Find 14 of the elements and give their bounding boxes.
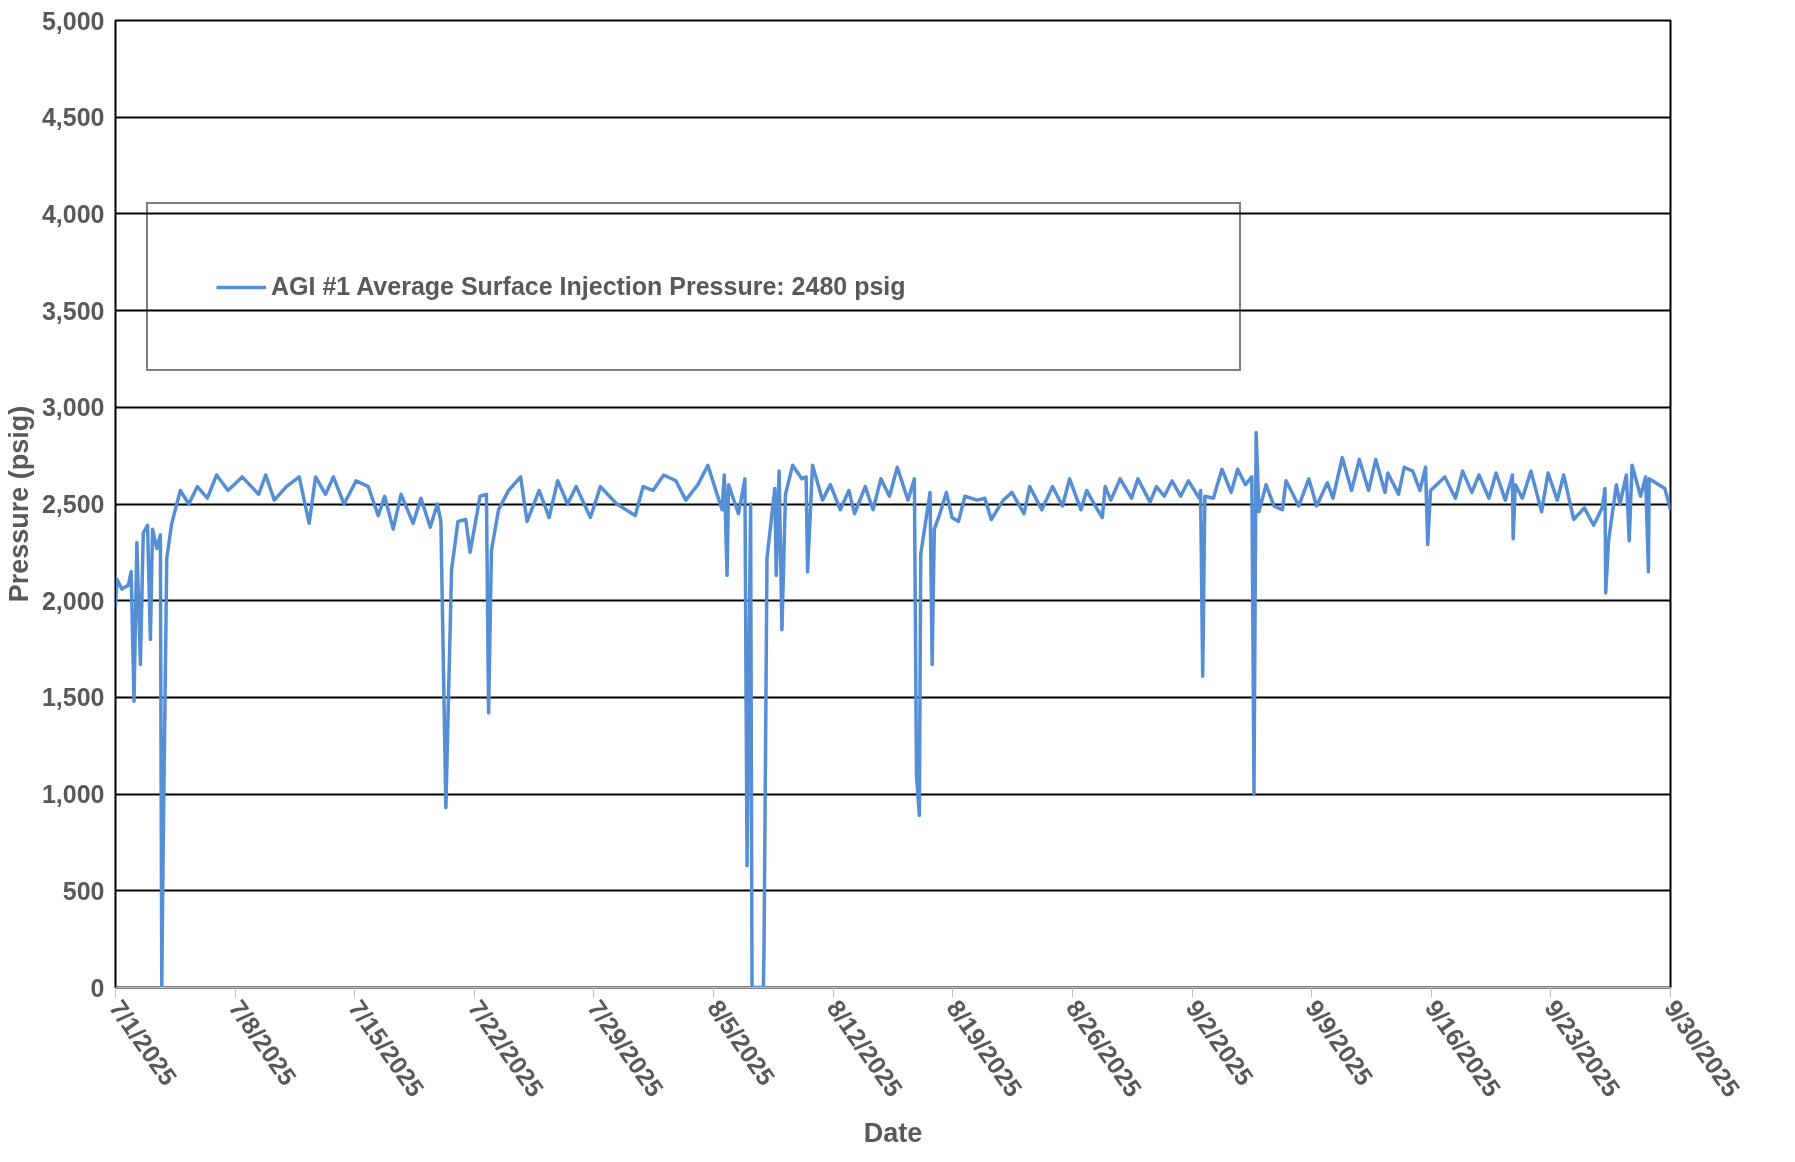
y-tick-label: 4,000 <box>41 199 105 228</box>
x-axis-title: Date <box>863 1117 923 1148</box>
y-tick-label: 3,500 <box>41 296 105 325</box>
legend-label: AGI #1 Average Surface Injection Pressure: 2480 psig <box>271 272 907 301</box>
y-tick-label: 500 <box>62 876 105 905</box>
y-tick-label: 5,000 <box>41 6 105 35</box>
y-tick-label: 4,500 <box>41 103 105 132</box>
y-tick-label: 2,500 <box>41 490 105 518</box>
y-tick-label: 1,500 <box>41 683 105 712</box>
y-axis-title: Pressure (psig) <box>3 405 34 603</box>
y-tick-label: 0 <box>90 973 105 1002</box>
y-tick-label: 1,000 <box>41 780 105 809</box>
y-tick-label: 2,000 <box>41 586 105 615</box>
y-tick-label: 3,000 <box>41 393 105 422</box>
